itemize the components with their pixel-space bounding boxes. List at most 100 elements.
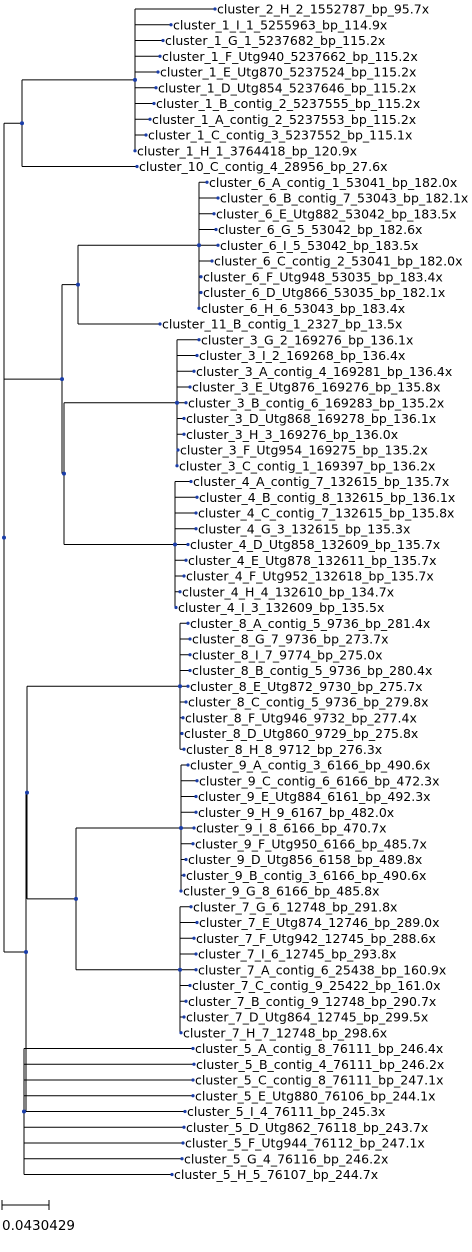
leaf-label: cluster_9_A_contig_3_6166_bp_490.6x — [190, 758, 430, 773]
leaf-label: cluster_4_B_contig_8_132615_bp_136.1x — [199, 490, 455, 505]
leaf-node — [212, 212, 216, 216]
leaf-node — [182, 1125, 186, 1129]
leaf-label: cluster_7_E_Utg874_12746_bp_289.0x — [199, 915, 440, 930]
leaf-node — [205, 180, 209, 184]
leaf-node — [194, 511, 198, 515]
tree-nodes — [2, 7, 220, 1177]
leaf-node — [194, 810, 198, 814]
leaf-node — [191, 1094, 195, 1098]
leaf-node — [194, 527, 198, 531]
leaf-node — [178, 590, 182, 594]
leaf-node — [191, 842, 195, 846]
leaf-label: cluster_6_I_5_53042_bp_183.5x — [220, 238, 418, 253]
leaf-label: cluster_7_F_Utg942_12745_bp_288.6x — [196, 931, 436, 946]
leaf-label: cluster_4_G_3_132615_bp_135.3x — [198, 521, 410, 536]
leaf-node — [135, 164, 139, 169]
leaf-label: cluster_1_C_contig_3_5237552_bp_115.1x — [148, 128, 412, 143]
internal-node-14 — [24, 950, 28, 955]
leaf-label: cluster_4_D_Utg858_132609_bp_135.7x — [190, 537, 440, 552]
internal-node-15 — [2, 535, 6, 540]
leaf-label: cluster_3_D_Utg868_169278_bp_136.1x — [186, 411, 436, 426]
leaf-label: cluster_6_F_Utg948_53035_bp_183.4x — [203, 269, 443, 284]
leaf-node — [158, 322, 162, 326]
leaf-label: cluster_7_B_contig_9_12748_bp_290.7x — [188, 994, 436, 1009]
leaf-label: cluster_3_I_2_169268_bp_136.4x — [199, 348, 405, 363]
leaf-label: cluster_10_C_contig_4_28956_bp_27.6x — [139, 159, 387, 174]
leaf-node — [188, 637, 192, 641]
leaf-label: cluster_11_B_contig_1_2327_bp_13.5x — [162, 317, 402, 332]
internal-node-2 — [197, 243, 201, 248]
leaf-label: cluster_5_D_Utg862_76118_bp_243.7x — [186, 1120, 428, 1135]
leaf-label: cluster_1_E_Utg870_5237524_bp_115.2x — [160, 65, 416, 80]
leaf-node — [214, 227, 218, 232]
leaf-node — [191, 1078, 195, 1082]
leaf-label: cluster_1_A_contig_2_5237553_bp_115.2x — [152, 112, 416, 127]
leaf-label: cluster_5_G_4_76116_bp_246.2x — [184, 1151, 388, 1166]
leaf-label: cluster_3_C_contig_1_169397_bp_136.2x — [179, 458, 435, 473]
leaf-node — [180, 1157, 184, 1161]
leaf-label: cluster_1_D_Utg854_5237646_bp_115.2x — [158, 80, 416, 95]
leaf-label: cluster_4_C_contig_7_132615_bp_135.8x — [198, 506, 454, 521]
leaf-node — [179, 1031, 183, 1035]
leaf-node — [195, 353, 199, 358]
leaf-node — [186, 542, 190, 547]
scale-bar-label: 0.0430429 — [2, 1218, 75, 1234]
leaf-label: cluster_6_G_5_53042_bp_182.6x — [218, 222, 422, 237]
leaf-label: cluster_1_I_1_5255963_bp_114.9x — [173, 17, 387, 32]
leaf-label: cluster_7_G_6_12748_bp_291.8x — [193, 899, 397, 914]
leaf-node — [144, 133, 148, 137]
leaf-labels: cluster_2_H_2_1552787_bp_95.7xcluster_1_… — [137, 2, 468, 1183]
leaf-node — [170, 1172, 174, 1177]
leaf-node — [194, 968, 198, 972]
leaf-label: cluster_7_I_6_12745_bp_293.8x — [198, 947, 396, 962]
leaf-label: cluster_7_H_7_12748_bp_298.6x — [183, 1025, 387, 1040]
leaf-node — [216, 243, 220, 247]
leaf-node — [182, 432, 186, 436]
leaf-label: cluster_2_H_2_1552787_bp_95.7x — [217, 2, 429, 17]
leaf-node — [186, 621, 190, 625]
leaf-label: cluster_8_G_7_9736_bp_273.7x — [192, 632, 388, 647]
leaf-node — [169, 23, 173, 27]
leaf-label: cluster_9_D_Utg856_6158_bp_489.8x — [188, 852, 422, 867]
leaf-node — [186, 763, 190, 767]
leaf-label: cluster_6_B_contig_7_53043_bp_182.1x — [220, 191, 468, 206]
leaf-node — [183, 1109, 187, 1114]
leaf-label: cluster_3_F_Utg954_169275_bp_135.2x — [180, 443, 428, 458]
leaf-node — [189, 905, 193, 909]
leaf-label: cluster_5_E_Utg880_76106_bp_244.1x — [195, 1088, 436, 1103]
internal-node-8 — [178, 684, 182, 689]
leaf-node — [179, 889, 183, 893]
leaf-node — [191, 1046, 195, 1051]
leaf-node — [184, 857, 188, 862]
leaf-label: cluster_6_C_contig_2_53041_bp_182.0x — [214, 254, 462, 269]
leaf-node — [161, 38, 165, 43]
leaf-label: cluster_4_F_Utg952_132618_bp_135.7x — [186, 569, 434, 584]
leaf-node — [199, 275, 203, 279]
leaf-label: cluster_6_H_6_53043_bp_183.4x — [201, 301, 405, 316]
leaf-node — [192, 826, 196, 830]
leaf-node — [182, 747, 186, 751]
internal-node-9 — [179, 826, 183, 830]
leaf-node — [148, 117, 152, 121]
leaf-label: cluster_1_H_1_3764418_bp_120.9x — [137, 143, 357, 158]
leaf-node — [197, 338, 201, 342]
leaf-label: cluster_8_A_contig_5_9736_bp_281.4x — [190, 616, 430, 631]
leaf-label: cluster_8_B_contig_5_9736_bp_280.4x — [192, 663, 432, 678]
leaf-node — [174, 605, 178, 610]
leaf-node — [189, 479, 193, 484]
internal-node-10 — [178, 967, 182, 972]
leaf-node — [175, 464, 179, 468]
leaf-node — [133, 149, 137, 153]
leaf-label: cluster_8_I_7_9774_bp_275.0x — [192, 647, 382, 662]
leaf-label: cluster_3_A_contig_4_169281_bp_136.4x — [196, 364, 452, 379]
leaf-label: cluster_6_A_contig_1_53041_bp_182.0x — [209, 175, 457, 190]
leaf-node — [156, 70, 160, 74]
leaf-label: cluster_6_D_Utg866_53035_bp_182.1x — [203, 285, 445, 300]
leaf-node — [184, 558, 188, 562]
leaf-label: cluster_5_I_4_76111_bp_245.3x — [187, 1104, 385, 1119]
scale-bar: 0.0430429 — [1, 1200, 75, 1234]
leaf-label: cluster_5_A_contig_8_76111_bp_246.4x — [195, 1041, 443, 1056]
internal-node-5 — [173, 542, 177, 547]
leaf-label: cluster_9_C_contig_6_6166_bp_472.3x — [199, 773, 440, 788]
leaf-node — [184, 401, 188, 405]
